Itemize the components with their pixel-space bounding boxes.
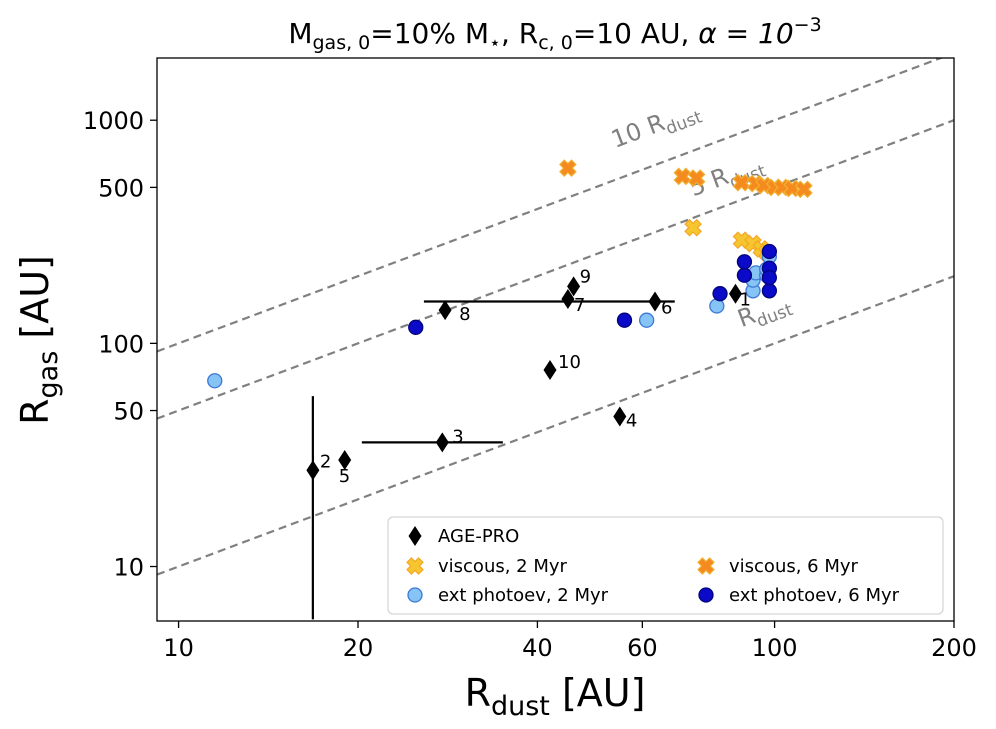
chart-title: Mgas, 0=10% M⋆, Rc, 0=10 AU, α = 10−3 — [288, 14, 821, 54]
agepro-point-1 — [729, 283, 742, 304]
y-tick-label-50: 50 — [113, 398, 144, 426]
agepro-label-4: 4 — [626, 411, 637, 432]
agepro-label-3: 3 — [452, 426, 463, 447]
agepro-point-10 — [543, 360, 557, 380]
title-r: , R — [501, 17, 538, 50]
series-2-point-0 — [207, 373, 223, 389]
y-tick-label-10: 10 — [113, 554, 144, 582]
title-star: ⋆ — [489, 32, 501, 54]
x-tick-label-10: 10 — [163, 634, 194, 662]
series-0-point-0 — [684, 218, 702, 237]
agepro-label-6: 6 — [661, 298, 672, 319]
title-m-sub: gas, 0 — [313, 32, 371, 54]
x-tick-label-60: 60 — [627, 634, 658, 662]
legend-label-0: AGE-PRO — [438, 526, 519, 547]
series-3-point-5 — [761, 283, 778, 299]
y-axis-label-main: R — [13, 398, 57, 424]
series-3-point-2 — [712, 286, 728, 302]
x-axis-label-main: R — [465, 671, 491, 715]
agepro-point-6 — [648, 291, 662, 312]
agepro-point-8 — [438, 300, 452, 321]
series-1-point-2 — [687, 169, 706, 187]
y-axis-label-sub: gas — [33, 351, 64, 399]
error-bars — [311, 300, 675, 620]
title-m: M — [288, 17, 312, 50]
agepro-label-2: 2 — [320, 451, 331, 472]
x-axis-label: Rdust [AU] — [465, 671, 646, 722]
series-3-point-7 — [761, 270, 778, 286]
series-3-point-3 — [736, 267, 753, 283]
reference-line-10x — [157, 58, 944, 353]
series-2-point-2 — [709, 298, 725, 314]
agepro-point-5 — [338, 450, 352, 470]
y-tick-label-500: 500 — [98, 174, 144, 202]
agepro-label-5: 5 — [339, 466, 350, 487]
x-axis-ticks: 10 20 40 60 100 200 — [163, 621, 977, 662]
agepro-label-1: 1 — [740, 290, 751, 311]
legend-marker-series-3 — [698, 587, 714, 603]
y-tick-label-1000: 1000 — [83, 107, 144, 135]
y-axis-ticks: 10 50 100 500 1000 — [83, 107, 157, 582]
x-tick-label-20: 20 — [343, 634, 374, 662]
legend-label-2: viscous, 6 Myr — [729, 556, 859, 577]
series-2-point-1 — [638, 312, 655, 328]
reference-line-1x — [157, 275, 954, 576]
legend-marker-series-1 — [697, 557, 715, 575]
agepro-label-8: 8 — [459, 304, 470, 325]
legend: AGE-PRO viscous, 2 Myr viscous, 6 Myr ext p… — [387, 516, 944, 615]
x-tick-label-100: 100 — [752, 634, 798, 662]
x-axis-label-sub: dust — [491, 691, 550, 722]
reference-line-5x — [157, 119, 954, 420]
title-r-end: =10 AU, — [573, 17, 698, 50]
plot-frame — [156, 57, 955, 622]
agepro-label-9: 9 — [580, 266, 591, 287]
series-3-point-0 — [408, 319, 424, 335]
point-labels: 25 3 10 4 8 7 9 6 1 — [320, 266, 751, 487]
series-3-point-1 — [616, 312, 633, 328]
agepro-point-9 — [567, 276, 581, 297]
legend-label-4: ext photoev, 6 Myr — [729, 585, 900, 606]
reference-lines — [157, 58, 954, 576]
y-tick-label-100: 100 — [98, 330, 144, 358]
y-axis-label: Rgas [AU] — [13, 255, 64, 425]
legend-marker-series-2 — [407, 587, 423, 603]
legend-marker-series-0 — [406, 557, 424, 575]
agepro-point-7 — [561, 289, 575, 309]
agepro-point-4 — [613, 406, 627, 427]
legend-marker-agepro — [408, 526, 422, 546]
legend-label-3: ext photoev, 2 Myr — [438, 585, 609, 606]
series-3-point-4 — [736, 254, 753, 270]
series-1-point-9 — [795, 180, 813, 199]
series-3-point-8 — [761, 243, 778, 260]
legend-label-1: viscous, 2 Myr — [438, 556, 568, 577]
legend-box — [387, 516, 944, 615]
title-r-sub: c, 0 — [538, 32, 573, 54]
svg-text:Mgas, 0=10% M⋆, Rc, 0=10 AU,: Mgas, 0=10% M⋆, Rc, 0=10 AU, α = 10−3 — [288, 14, 821, 54]
agepro-point-2 — [306, 460, 320, 481]
data-points — [207, 159, 813, 481]
agepro-label-10: 10 — [558, 352, 581, 373]
title-alpha-exp: −3 — [794, 14, 822, 36]
y-axis-label-unit: [AU] — [13, 255, 57, 351]
x-axis-label-unit: [AU] — [550, 671, 646, 715]
x-tick-label-200: 200 — [931, 634, 977, 662]
agepro-label-7: 7 — [574, 295, 585, 316]
agepro-point-3 — [435, 432, 449, 453]
x-tick-label-40: 40 — [522, 634, 553, 662]
series-1-point-0 — [559, 159, 577, 177]
title-alpha: α = 10 — [698, 17, 793, 50]
title-m-mid: =10% M — [370, 17, 489, 50]
